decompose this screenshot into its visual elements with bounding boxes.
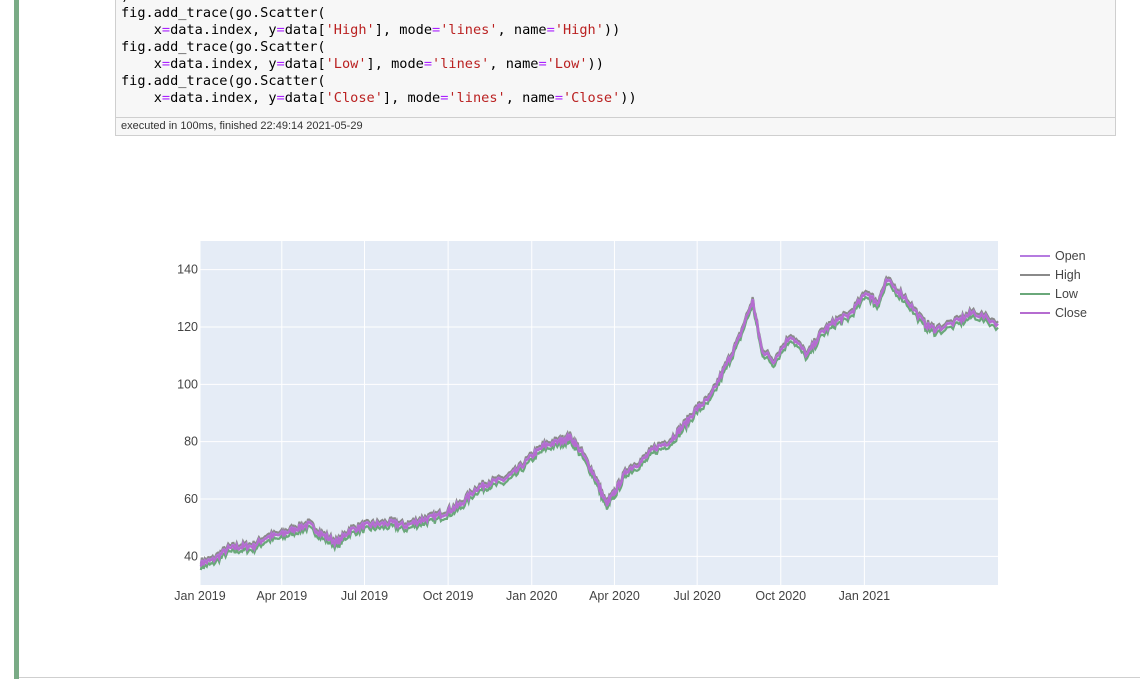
legend-item-open[interactable]: Open bbox=[1055, 249, 1086, 263]
execution-info: executed in 100ms, finished 22:49:14 202… bbox=[115, 118, 1116, 136]
x-tick-label: Jul 2019 bbox=[341, 589, 388, 603]
x-axis-ticks: Jan 2019 Apr 2019 Jul 2019 Oct 2019 Jan 2020… bbox=[174, 589, 890, 603]
y-tick-label: 40 bbox=[184, 549, 198, 563]
legend-item-close[interactable]: Close bbox=[1055, 306, 1087, 320]
x-tick-label: Jan 2021 bbox=[839, 589, 890, 603]
y-tick-label: 120 bbox=[177, 320, 198, 334]
x-tick-label: Oct 2019 bbox=[423, 589, 474, 603]
code-editor[interactable]: ) fig.add_trace(go.Scatter( x=data.index… bbox=[115, 0, 1116, 118]
plotly-chart[interactable]: 40 60 80 100 120 140 Jan 2019 Apr 2019 Jul 2019… bbox=[160, 228, 1110, 608]
x-tick-label: Apr 2019 bbox=[256, 589, 307, 603]
y-tick-label: 140 bbox=[177, 263, 198, 277]
code-lines[interactable]: ) fig.add_trace(go.Scatter( x=data.index… bbox=[121, 0, 637, 106]
x-tick-label: Jan 2020 bbox=[506, 589, 557, 603]
notebook-cell bbox=[19, 0, 1140, 678]
y-tick-label: 100 bbox=[177, 377, 198, 391]
legend: Open High Low Close bbox=[1020, 249, 1087, 320]
series-lines bbox=[199, 275, 999, 571]
x-tick-label: Apr 2020 bbox=[589, 589, 640, 603]
legend-item-low[interactable]: Low bbox=[1055, 287, 1079, 301]
y-tick-label: 60 bbox=[184, 492, 198, 506]
cell-selected-bar bbox=[14, 0, 19, 679]
chart-svg[interactable]: 40 60 80 100 120 140 Jan 2019 Apr 2019 Jul 2019… bbox=[160, 228, 1110, 608]
x-tick-label: Jul 2020 bbox=[674, 589, 721, 603]
series-close-line bbox=[199, 278, 999, 567]
legend-item-high[interactable]: High bbox=[1055, 268, 1081, 282]
x-tick-label: Oct 2020 bbox=[755, 589, 806, 603]
y-tick-label: 80 bbox=[184, 435, 198, 449]
x-tick-label: Jan 2019 bbox=[174, 589, 225, 603]
y-axis-ticks: 40 60 80 100 120 140 bbox=[177, 263, 198, 564]
